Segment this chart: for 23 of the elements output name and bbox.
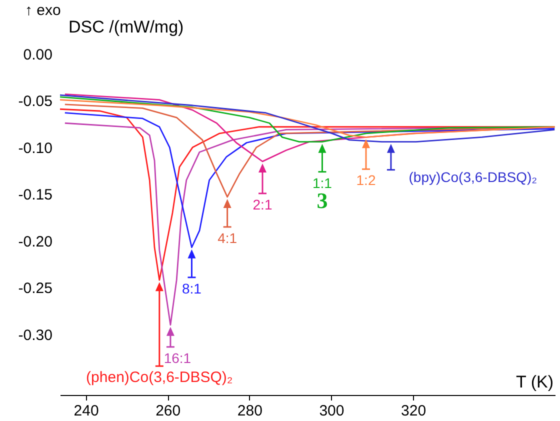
y-tick-label: -0.30 <box>18 326 52 344</box>
x-tick-label: 300 <box>319 402 344 420</box>
annotation: 1:2 <box>356 172 376 188</box>
text: ↑ exo <box>25 2 61 19</box>
x-tick-label: 240 <box>74 402 99 420</box>
annotation: (bpy)Co(3,6-DBSQ)₂ <box>408 168 538 185</box>
annotation: 16:1 <box>164 350 192 366</box>
y-tick-label: -0.05 <box>18 93 52 110</box>
y-tick-label: -0.15 <box>18 186 52 204</box>
x-tick-label: 320 <box>401 402 426 420</box>
y-tick-label: -0.25 <box>18 280 52 298</box>
x-tick-label: 280 <box>237 402 262 420</box>
annotation: 8:1 <box>182 280 202 296</box>
annotation: 2:1 <box>252 196 272 212</box>
annotation: 4:1 <box>218 230 238 246</box>
y-tick-label: -0.10 <box>18 140 52 157</box>
line-series <box>64 112 555 248</box>
y-tick-label: 0.00 <box>23 46 52 64</box>
x-axis-title: T (K) <box>516 372 554 392</box>
annotation: (phen)Co(3,6-DBSQ)₂ <box>86 369 233 386</box>
x-tick-label: 260 <box>156 402 181 420</box>
y-tick-label: -0.20 <box>18 233 52 250</box>
y-axis-title: DSC /(mW/mg) <box>68 18 184 36</box>
